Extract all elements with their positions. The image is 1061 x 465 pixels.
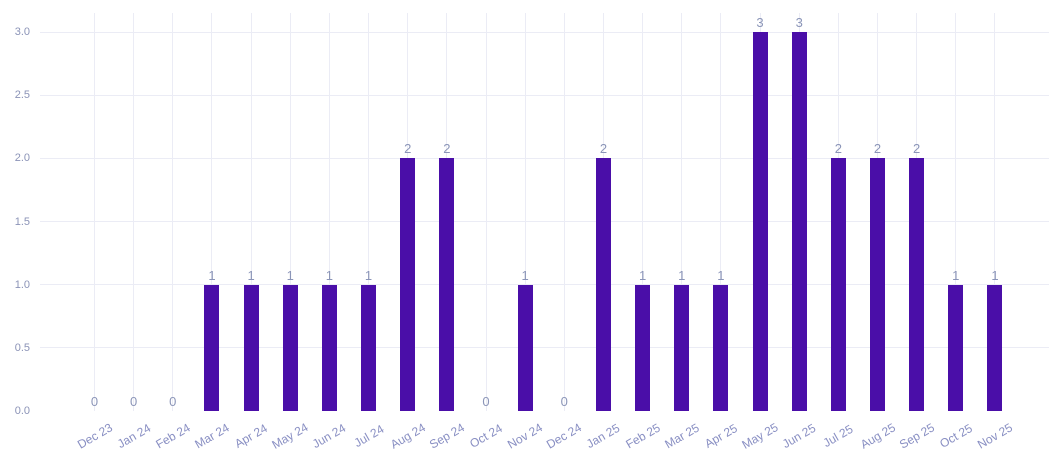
- x-axis-tick-label: Dec 24: [544, 420, 585, 452]
- bar[interactable]: [400, 158, 416, 411]
- gridline-horizontal: [40, 31, 1049, 33]
- x-axis-tick-label: Jul 25: [820, 421, 856, 451]
- bar-value-label: 1: [208, 267, 216, 283]
- x-axis-tick-label: Sep 24: [426, 420, 467, 452]
- x-axis-tick-label: May 24: [269, 420, 311, 452]
- gridline-vertical: [94, 13, 95, 411]
- y-axis-tick-label: 2.0: [14, 152, 30, 165]
- bar-value-label: 1: [717, 267, 725, 283]
- y-axis-tick-label: 0.0: [14, 405, 30, 417]
- x-axis-tick-label: Oct 25: [936, 421, 975, 451]
- bar-value-label: 2: [404, 141, 412, 157]
- bar-value-label: 1: [325, 267, 334, 283]
- x-axis-tick-label: Feb 24: [153, 420, 193, 452]
- bar[interactable]: [674, 284, 690, 411]
- bar-value-label: 1: [286, 267, 294, 283]
- bar-value-label: 1: [364, 267, 373, 283]
- gridline-vertical: [211, 13, 213, 411]
- bar-value-label: 3: [756, 15, 764, 31]
- bar-value-label: 1: [247, 267, 255, 283]
- bar-value-label: 0: [90, 394, 99, 409]
- bar[interactable]: [204, 284, 220, 411]
- bar-value-label: 1: [991, 267, 999, 283]
- x-axis-tick-label: Jun 24: [310, 420, 349, 452]
- y-axis-tick-label: 1.5: [14, 215, 30, 228]
- bar[interactable]: [321, 284, 337, 411]
- gridline-vertical: [172, 13, 174, 411]
- bar-value-label: 1: [638, 267, 647, 283]
- x-axis-tick-label: Nov 24: [505, 420, 546, 452]
- bar-value-label: 3: [795, 15, 803, 31]
- x-axis-tick-label: Jan 24: [114, 420, 153, 452]
- gridline-horizontal: [40, 94, 1049, 96]
- x-axis-tick-label: May 25: [739, 420, 781, 452]
- bar[interactable]: [713, 284, 729, 411]
- gridline-vertical: [642, 13, 644, 411]
- gridline-vertical: [133, 13, 135, 411]
- x-axis-tick-label: Sep 25: [896, 420, 937, 452]
- gridline-vertical: [250, 13, 252, 411]
- gridline-horizontal: [40, 157, 1049, 159]
- bar[interactable]: [282, 284, 298, 411]
- bar-value-label: 0: [169, 394, 177, 409]
- y-axis-tick-label: 0.5: [14, 341, 30, 354]
- bar-value-label: 2: [443, 141, 451, 157]
- gridline-horizontal: [40, 221, 1049, 223]
- gridline-horizontal: [40, 347, 1049, 349]
- bar[interactable]: [948, 284, 964, 411]
- bar[interactable]: [517, 284, 533, 411]
- bar[interactable]: [987, 284, 1003, 411]
- bar[interactable]: [870, 158, 885, 411]
- x-axis-tick-label: Apr 24: [232, 421, 270, 451]
- gridline-vertical: [368, 13, 370, 411]
- gridline-vertical: [994, 13, 996, 411]
- x-axis-tick-label: Jan 25: [584, 420, 623, 452]
- x-axis-tick-label: Feb 25: [622, 420, 663, 452]
- gridline-vertical: [485, 13, 487, 411]
- gridline-vertical: [681, 13, 683, 411]
- x-axis-tick-label: Nov 25: [974, 420, 1015, 452]
- y-axis-tick-label: 2.5: [14, 89, 30, 102]
- gridline-vertical: [524, 13, 526, 411]
- bar-value-label: 2: [599, 141, 608, 157]
- x-axis-tick-label: Aug 25: [857, 420, 898, 452]
- bar-value-label: 1: [952, 267, 960, 283]
- gridline-vertical: [563, 13, 565, 411]
- x-axis-tick-label: Jun 25: [780, 420, 819, 452]
- bar[interactable]: [361, 284, 377, 411]
- x-axis-tick-label: Apr 25: [702, 421, 740, 451]
- gridline-vertical: [720, 13, 722, 411]
- gridline-vertical: [328, 13, 330, 411]
- bar[interactable]: [595, 158, 611, 411]
- bar[interactable]: [635, 284, 651, 411]
- bar[interactable]: [830, 158, 846, 411]
- x-axis-tick-label: Aug 24: [387, 420, 428, 452]
- y-axis-tick-label: 1.0: [14, 278, 30, 291]
- bar[interactable]: [439, 158, 455, 411]
- x-axis-tick-label: Jul 24: [351, 421, 386, 451]
- bar[interactable]: [791, 32, 807, 411]
- bar-value-label: 1: [521, 267, 529, 283]
- bar-value-label: 0: [482, 394, 490, 409]
- bar[interactable]: [752, 32, 768, 411]
- gridline-vertical: [955, 13, 957, 411]
- bar[interactable]: [909, 158, 925, 411]
- gridline-vertical: [289, 13, 291, 411]
- x-axis-tick-label: Oct 24: [467, 421, 505, 451]
- bar[interactable]: [243, 284, 259, 411]
- bar-value-label: 2: [834, 141, 842, 157]
- bar-value-label: 0: [130, 394, 138, 409]
- x-axis-tick-label: Mar 24: [192, 420, 232, 452]
- bar-value-label: 0: [560, 394, 568, 409]
- x-axis-tick-label: Mar 25: [662, 420, 702, 452]
- y-axis-tick-label: 3.0: [14, 26, 30, 39]
- x-axis-tick-label: Dec 23: [74, 420, 115, 452]
- bar-value-label: 1: [678, 267, 686, 283]
- bar-value-label: 2: [873, 141, 882, 157]
- gridline-horizontal: [40, 284, 1049, 286]
- bar-value-label: 2: [913, 141, 921, 157]
